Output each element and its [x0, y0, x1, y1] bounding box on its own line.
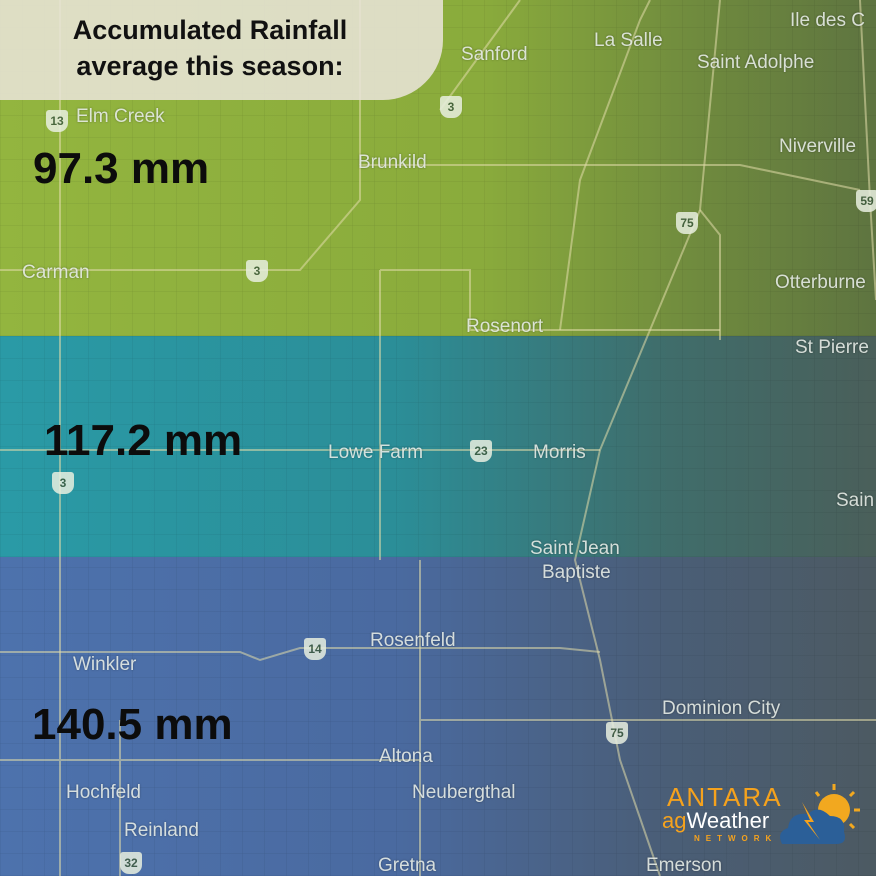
place-label: Elm Creek	[76, 106, 165, 127]
highway-shield: 3	[246, 260, 268, 282]
antara-logo: ANTARA agWeather NETWORK	[662, 782, 862, 862]
place-label: Morris	[533, 442, 586, 463]
place-label: Altona	[379, 746, 433, 767]
place-label: Dominion City	[662, 698, 781, 719]
place-label: Rosenfeld	[370, 630, 456, 651]
zone-low-value: 97.3 mm	[33, 144, 210, 193]
highway-shield: 75	[676, 212, 698, 234]
highway-shield: 32	[120, 852, 142, 874]
highway-shield: 3	[440, 96, 462, 118]
place-label: Brunkild	[358, 152, 427, 173]
rainfall-zone-mid	[0, 336, 876, 557]
place-label: Rosenort	[466, 316, 544, 337]
place-label: Carman	[22, 262, 90, 283]
place-label: Saint Adolphe	[697, 52, 815, 73]
place-label: Ile des C	[790, 10, 865, 31]
place-label: Winkler	[73, 654, 137, 675]
highway-shield: 13	[46, 110, 68, 132]
place-label: Emerson	[646, 855, 723, 876]
place-label: Neubergthal	[412, 782, 516, 803]
highway-shield: 14	[304, 638, 326, 660]
highway-shield: 23	[470, 440, 492, 462]
rainfall-zone-high	[0, 557, 876, 876]
place-label: Reinland	[124, 820, 199, 841]
place-label: Otterburne	[775, 272, 866, 293]
storm-cloud-sun-icon	[780, 784, 860, 844]
place-label: Sanford	[461, 44, 528, 65]
title: Accumulated Rainfall average this season…	[10, 12, 410, 84]
place-label: Baptiste	[542, 562, 611, 583]
place-label: Saint Jean	[530, 538, 620, 559]
highway-shield: 59	[856, 190, 876, 212]
highway-shield: 75	[606, 722, 628, 744]
place-label: Sain	[836, 490, 875, 511]
highway-shield: 3	[52, 472, 74, 494]
logo-sub: agWeather	[662, 808, 769, 834]
zone-mid-value: 117.2 mm	[44, 416, 243, 465]
place-label: Hochfeld	[66, 782, 141, 803]
logo-network: NETWORK	[694, 834, 778, 843]
place-label: Niverville	[779, 136, 857, 157]
place-label: La Salle	[594, 30, 663, 51]
title-panel: Accumulated Rainfall average this season…	[0, 0, 443, 100]
place-label: St Pierre	[795, 337, 869, 358]
logo-sub-word: Weather	[686, 808, 770, 833]
place-label: Gretna	[378, 855, 437, 876]
zone-high-value: 140.5 mm	[32, 700, 233, 749]
logo-brand: ANTARA	[667, 782, 783, 812]
place-label: Lowe Farm	[328, 442, 424, 463]
title-line-2: average this season:	[76, 51, 344, 81]
logo-sub-prefix: ag	[662, 808, 687, 833]
title-line-1: Accumulated Rainfall	[72, 15, 348, 45]
